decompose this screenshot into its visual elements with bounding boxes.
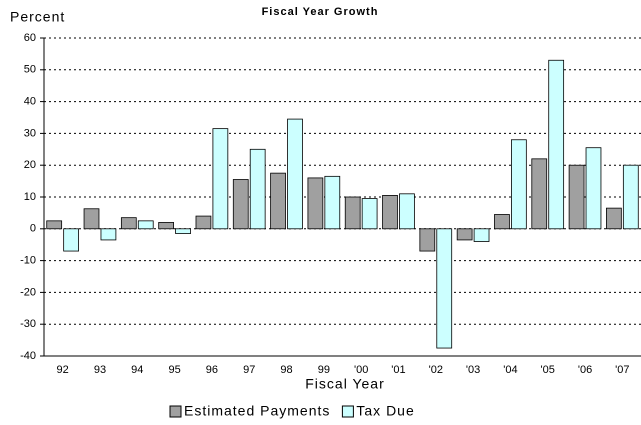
y-tick-label: -10 [20,255,36,267]
bar [361,198,378,230]
x-tick-label: 99 [318,364,330,376]
bar [324,175,341,230]
x-tick-label: 94 [131,364,143,376]
bar [511,139,527,230]
bar [175,228,191,234]
bar [568,164,585,230]
x-tick-label: 96 [206,364,218,376]
bar [606,207,622,230]
y-tick-label: 10 [24,191,36,203]
legend-swatch [169,405,182,418]
bar [158,222,174,230]
y-tick-label: 30 [24,127,36,139]
legend-swatch [341,405,354,418]
y-tick-label: 0 [30,223,36,235]
x-tick-label: '05 [541,364,555,376]
y-tick-label: -30 [20,318,36,330]
y-tick-label: 20 [24,159,36,171]
bar [137,220,154,230]
bar [531,158,548,230]
bar [456,228,473,241]
y-axis-label: Percent [10,9,65,25]
bar [585,147,602,230]
x-tick-label: '02 [429,364,443,376]
legend-label: Tax Due [356,403,414,419]
bar [46,220,63,230]
bar [382,195,398,230]
x-tick-label: 98 [280,364,292,376]
x-tick-label: '03 [466,364,480,376]
y-tick-label: -40 [20,350,36,362]
bar [287,118,303,230]
bar [83,208,100,230]
legend-label: Estimated Payments [184,403,330,419]
x-tick-label: '01 [391,364,405,376]
bar [622,164,639,230]
bar [63,228,79,252]
bar [307,177,324,230]
x-tick-label: '00 [354,364,368,376]
x-axis-label: Fiscal Year [305,376,384,392]
x-tick-label: '07 [615,364,629,376]
chart-title: Fiscal Year Growth [262,6,379,18]
bar [436,228,453,349]
y-tick-label: -20 [20,286,36,298]
x-tick-label: '06 [578,364,592,376]
x-tick-label: '04 [503,364,517,376]
bar [344,196,361,230]
bar [100,228,117,241]
bar [494,214,510,230]
bar [212,128,229,230]
x-tick-label: 92 [57,364,69,376]
y-tick-label: 60 [24,32,36,44]
bar [473,228,490,242]
bar [249,148,266,230]
bar [232,179,249,230]
x-tick-label: 95 [168,364,180,376]
x-tick-label: 93 [94,364,106,376]
bar [270,172,286,230]
bar [120,217,137,230]
bar [548,59,565,230]
bar [195,215,212,230]
bar [399,193,415,230]
y-tick-label: 50 [24,64,36,76]
y-tick-label: 40 [24,96,36,108]
x-tick-label: 97 [243,364,255,376]
bar [419,228,436,252]
